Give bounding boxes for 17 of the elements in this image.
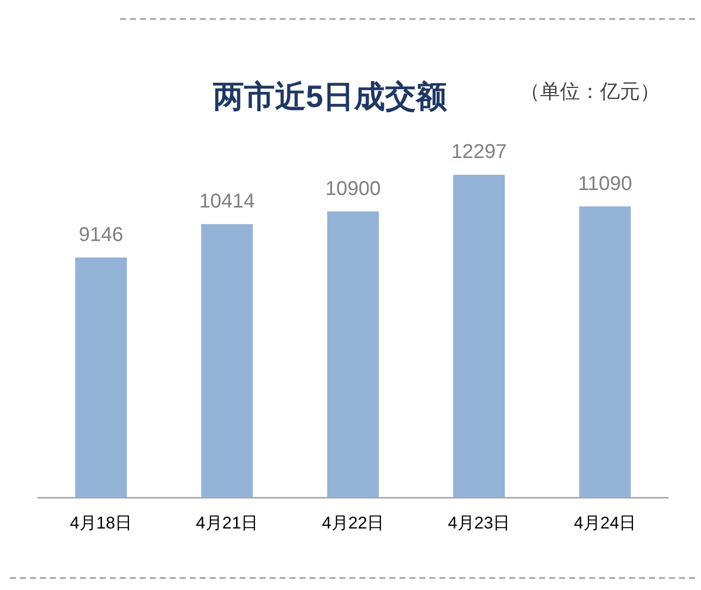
data-label: 9146	[78, 224, 124, 246]
data-label: 11090	[578, 172, 632, 195]
x-tick-label: 4月23日	[448, 513, 510, 532]
x-tick-label: 4月21日	[196, 513, 258, 532]
bar	[579, 206, 631, 498]
data-label: 10414	[199, 190, 255, 213]
x-tick-label: 4月18日	[70, 513, 132, 532]
text: （单位：亿元）	[520, 80, 660, 105]
x-tick-label: 4月24日	[574, 513, 636, 532]
bar	[327, 211, 379, 498]
bar	[453, 174, 505, 498]
data-label: 12297	[451, 141, 507, 164]
bar	[75, 257, 127, 498]
bar	[201, 224, 253, 498]
x-tick-label: 4月22日	[322, 513, 384, 532]
chart-title: 两市近5日成交额	[212, 79, 448, 114]
data-label: 10900	[325, 178, 381, 200]
